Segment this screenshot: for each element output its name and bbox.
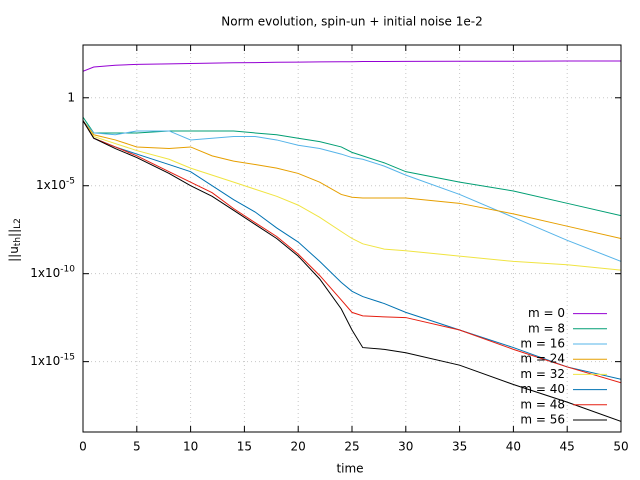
x-tick-label: 45: [560, 440, 575, 454]
legend-label: m = 24: [520, 352, 565, 366]
x-tick-label: 20: [291, 440, 306, 454]
y-tick-label: 1: [67, 90, 75, 104]
legend-label: m = 0: [528, 306, 565, 320]
x-tick-label: 25: [344, 440, 359, 454]
x-axis-label: time: [336, 462, 363, 476]
y-axis-label-subscript: th: [13, 237, 23, 246]
x-tick-label: 40: [506, 440, 521, 454]
y-tick-exponent: -15: [60, 352, 75, 362]
y-tick-exponent: -5: [66, 176, 75, 186]
series-line: [83, 116, 621, 217]
series-line: [83, 120, 621, 239]
x-tick-label: 0: [79, 440, 87, 454]
y-axis-label: ||uth||L2: [7, 218, 23, 262]
legend-label: m = 16: [520, 337, 565, 351]
legend-label: m = 32: [520, 367, 565, 381]
legend-label: m = 40: [520, 382, 565, 396]
x-tick-label: 10: [183, 440, 198, 454]
y-axis-label-subscript: L2: [13, 218, 23, 229]
y-axis-label-part: ||u: [7, 246, 21, 262]
legend-label: m = 56: [520, 413, 565, 427]
y-tick-exponent: -10: [60, 264, 75, 274]
x-tick-label: 5: [133, 440, 141, 454]
chart-title: Norm evolution, spin-un + initial noise …: [221, 15, 483, 29]
legend-label: m = 48: [520, 397, 565, 411]
x-tick-label: 15: [237, 440, 252, 454]
series-line: [83, 120, 621, 422]
series-line: [83, 120, 621, 380]
series-line: [83, 120, 621, 271]
y-axis-label-part: ||: [7, 229, 21, 237]
x-tick-label: 50: [613, 440, 628, 454]
plot-border: [82, 44, 622, 433]
x-tick-label: 30: [398, 440, 413, 454]
legend-label: m = 8: [528, 321, 565, 335]
y-tick-label: 1x10-5: [36, 176, 75, 192]
series-line: [83, 120, 621, 384]
series-line: [83, 120, 621, 262]
x-tick-label: 35: [452, 440, 467, 454]
series-line: [83, 60, 621, 72]
